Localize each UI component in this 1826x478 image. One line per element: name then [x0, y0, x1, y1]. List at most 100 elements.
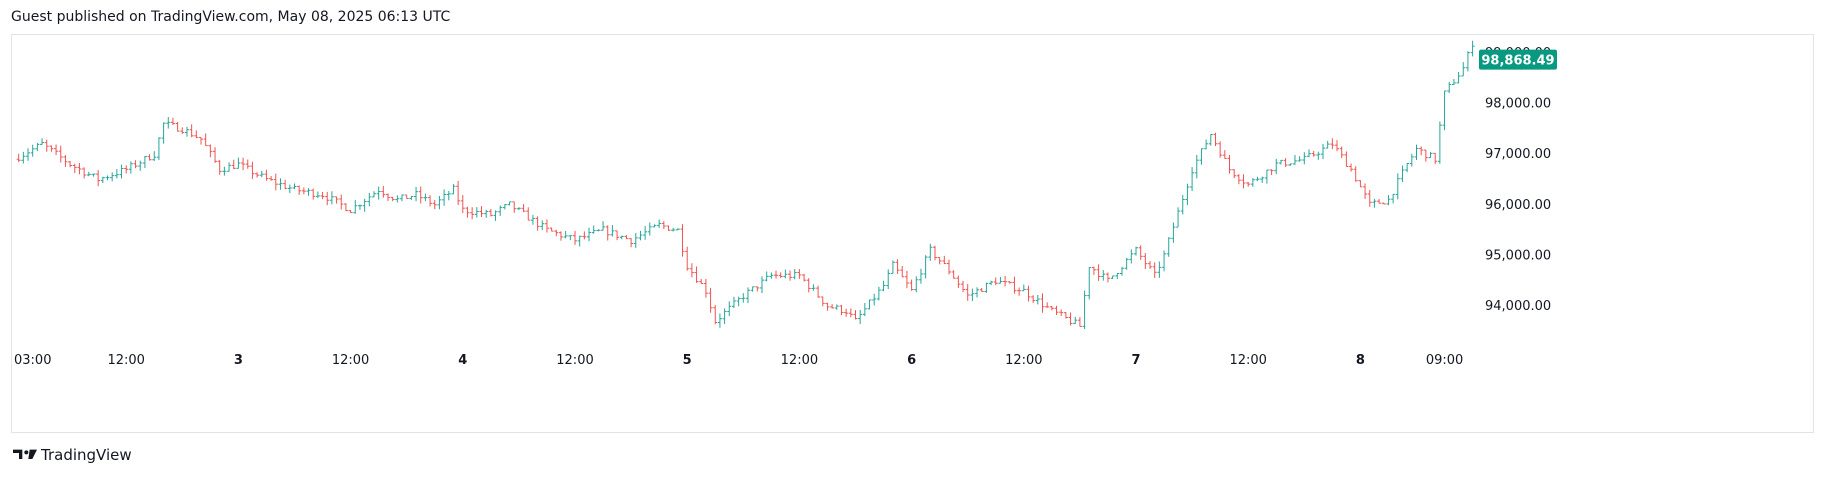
ohlc-bar	[727, 301, 732, 317]
ohlc-bar	[535, 216, 540, 231]
ohlc-bar	[1031, 295, 1036, 303]
ohlc-bar	[72, 163, 77, 174]
ohlc-bar	[797, 269, 802, 279]
ohlc-bar	[54, 144, 59, 156]
ohlc-bar	[1157, 261, 1162, 278]
ohlc-bar	[1367, 189, 1372, 207]
ohlc-bar	[1148, 261, 1153, 269]
ohlc-bar	[1152, 262, 1157, 278]
time-axis[interactable]: 03:00 12:00 3 12:00 4 12:00 5 12:00 6 12:00 7 12:00…	[14, 353, 1463, 368]
ohlc-bar	[138, 160, 143, 171]
ohlc-bar	[549, 227, 554, 232]
y-tick-label: 97,000.00	[1485, 147, 1551, 162]
ohlc-bar	[470, 207, 475, 220]
ohlc-bar	[671, 227, 676, 232]
x-tick-label: 8	[1356, 353, 1365, 368]
ohlc-bar	[292, 183, 297, 190]
ohlc-bar	[1274, 158, 1279, 175]
ohlc-bar	[1134, 246, 1138, 256]
last-price-badge: 98,868.49	[1479, 49, 1557, 70]
ohlc-bar	[213, 147, 218, 163]
ohlc-bar	[1059, 309, 1064, 317]
ohlc-bar	[1311, 150, 1316, 157]
ohlc-bar	[203, 133, 208, 147]
ohlc-bar	[1306, 149, 1311, 158]
ohlc-bar	[1143, 252, 1148, 269]
ohlc-bar	[947, 259, 951, 275]
chart-frame[interactable]: 94,000.00 95,000.00 96,000.00 97,000.00 98,0…	[11, 34, 1814, 433]
ohlc-bar	[222, 166, 227, 176]
y-tick-label: 98,000.00	[1485, 97, 1551, 112]
ohlc-bar	[657, 219, 662, 229]
ohlc-bar	[320, 191, 325, 200]
ohlc-bar	[1232, 169, 1237, 179]
ohlc-bar	[82, 167, 87, 179]
ohlc-bar	[1208, 134, 1213, 146]
footer-brand: TradingView	[41, 446, 132, 464]
ohlc-bar	[717, 313, 722, 328]
ohlc-bar	[175, 121, 180, 132]
ohlc-bar	[1363, 183, 1368, 199]
ohlc-bar	[699, 279, 704, 284]
ohlc-bar	[1124, 257, 1129, 270]
ohlc-bar	[423, 193, 428, 202]
ohlc-bar	[1227, 154, 1232, 174]
ohlc-bar	[1003, 275, 1008, 287]
ohlc-bar	[170, 117, 175, 126]
ohlc-bar	[1068, 312, 1073, 326]
ohlc-bar	[965, 284, 970, 301]
ohlc-bar	[629, 238, 634, 248]
ohlc-bar	[404, 194, 409, 200]
ohlc-bar	[975, 287, 980, 298]
ohlc-bar	[156, 137, 161, 160]
ohlc-bar	[1138, 245, 1143, 260]
ohlc-bar	[1358, 180, 1363, 188]
ohlc-bar	[1185, 183, 1190, 206]
ohlc-bar	[1381, 202, 1386, 205]
ohlc-bar	[778, 272, 783, 278]
ohlc-bar	[241, 157, 246, 171]
ohlc-bar	[460, 195, 465, 213]
ohlc-bar	[516, 207, 521, 210]
ohlc-bar	[26, 148, 31, 161]
ohlc-bar	[124, 165, 129, 174]
ohlc-bar	[830, 304, 835, 309]
ohlc-bar	[1115, 272, 1120, 280]
ohlc-bar	[1470, 40, 1475, 57]
ohlc-bar	[283, 179, 288, 190]
ohlc-bar	[1091, 266, 1096, 275]
ohlc-bar	[774, 270, 779, 279]
ohlc-bar	[49, 145, 54, 152]
ohlc-bar	[1325, 140, 1330, 149]
ohlc-bar	[764, 271, 769, 282]
ohlc-bar	[269, 176, 274, 181]
ohlc-bar	[1255, 176, 1260, 181]
ohlc-bar	[783, 269, 788, 279]
ohlc-bar	[371, 191, 376, 198]
ohlc-bar	[409, 196, 414, 200]
last-price-label: 98,868.49	[1481, 54, 1554, 69]
price-chart[interactable]: 94,000.00 95,000.00 96,000.00 97,000.00 98,0…	[12, 35, 1813, 432]
ohlc-bar	[456, 180, 461, 206]
ohlc-bar	[769, 272, 774, 279]
ohlc-bar	[325, 191, 330, 206]
ohlc-bar	[1297, 156, 1302, 162]
ohlc-bar	[442, 189, 447, 206]
ohlc-bar	[848, 308, 853, 318]
ohlc-bar	[1442, 90, 1447, 131]
footer[interactable]: TradingView	[13, 446, 132, 464]
ohlc-bar	[722, 308, 727, 324]
ohlc-bar	[437, 195, 442, 210]
ohlc-bar	[1349, 163, 1354, 172]
ohlc-bar	[100, 176, 105, 184]
ohlc-bar	[96, 170, 101, 187]
ohlc-bar	[624, 235, 629, 240]
ohlc-bar	[1119, 266, 1124, 276]
ohlc-bar	[1451, 79, 1456, 86]
ohlc-bar	[923, 255, 928, 279]
ohlc-bar	[820, 296, 825, 307]
ohlc-bar	[596, 229, 601, 232]
ohlc-bar	[872, 293, 877, 306]
ohlc-bar	[1082, 290, 1087, 330]
price-axis[interactable]: 94,000.00 95,000.00 96,000.00 97,000.00 98,0…	[1485, 46, 1551, 314]
